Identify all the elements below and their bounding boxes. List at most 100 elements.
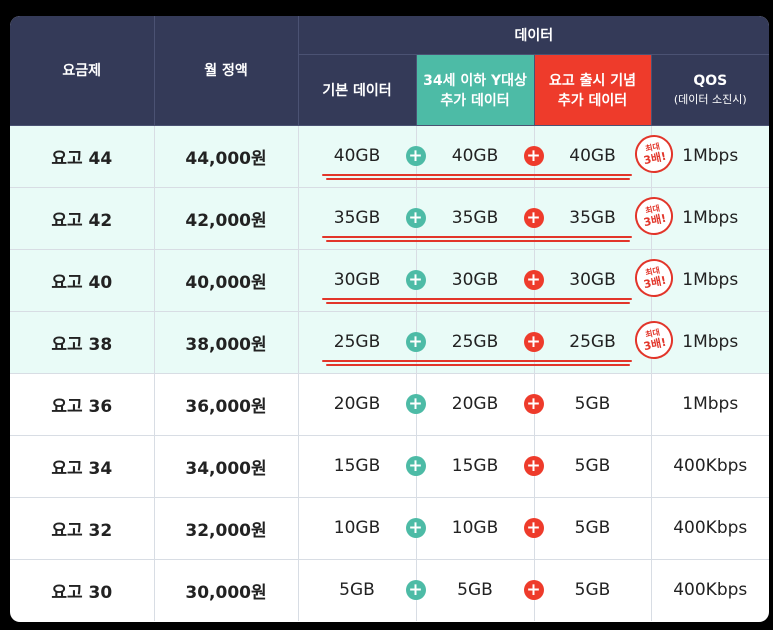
launch-data-value: 30GB [569, 270, 616, 290]
plan-price: 30,000원 [154, 559, 299, 621]
qos-value: 400Kbps [651, 435, 769, 498]
plus-icon: + [523, 208, 544, 228]
plus-icon: + [405, 580, 426, 600]
basic-data-value: 40GB [333, 146, 381, 166]
header-youth-data: 34세 이하 Y대상 추가 데이터 [416, 54, 535, 126]
youth-data-value: 5GB [457, 580, 493, 600]
plan-row: 요고 44 44,000원 40GB + 40GB + 40GB 최대 3배! 1… [10, 125, 769, 188]
basic-data-cell: 40GB + [298, 125, 426, 188]
launch-data-cell: 30GB 최대 3배! [534, 249, 677, 312]
youth-data-cell: 20GB + [416, 373, 544, 436]
basic-data-value: 15GB [333, 456, 381, 476]
youth-data-cell: 15GB + [416, 435, 544, 498]
launch-data-value: 35GB [569, 208, 616, 228]
plan-name: 요고 34 [10, 435, 155, 498]
launch-data-value: 5GB [574, 394, 611, 414]
basic-data-cell: 20GB + [298, 373, 426, 436]
plan-row: 요고 42 42,000원 35GB + 35GB + 35GB 최대 3배! 1… [10, 187, 769, 250]
plus-icon: + [523, 332, 544, 352]
plan-row: 요고 36 36,000원 20GB + 20GB + 5GB 1Mbps [10, 373, 769, 436]
plan-row: 요고 30 30,000원 5GB + 5GB + 5GB 400Kbps [10, 559, 769, 621]
plan-price: 34,000원 [154, 435, 299, 498]
header-qos: QOS (데이터 소진시) [651, 54, 769, 126]
launch-data-value: 5GB [574, 518, 611, 538]
youth-data-cell: 35GB + [416, 187, 544, 250]
plus-icon: + [405, 208, 426, 228]
plus-icon: + [405, 518, 426, 538]
youth-data-value: 25GB [451, 332, 499, 352]
plan-price: 36,000원 [154, 373, 299, 436]
youth-data-value: 10GB [451, 518, 499, 538]
launch-data-cell: 40GB 최대 3배! [534, 125, 677, 188]
plus-icon: + [405, 332, 426, 352]
launch-data-value: 25GB [569, 332, 616, 352]
plan-row: 요고 32 32,000원 10GB + 10GB + 5GB 400Kbps [10, 497, 769, 560]
plan-row: 요고 38 38,000원 25GB + 25GB + 25GB 최대 3배! 1… [10, 311, 769, 374]
header-price: 월 정액 [154, 16, 299, 126]
basic-data-cell: 5GB + [298, 559, 426, 621]
plus-icon: + [523, 394, 544, 414]
plus-icon: + [405, 456, 426, 476]
youth-data-value: 15GB [451, 456, 499, 476]
plus-icon: + [523, 518, 544, 538]
plan-price: 32,000원 [154, 497, 299, 560]
basic-data-cell: 30GB + [298, 249, 426, 312]
launch-data-cell: 35GB 최대 3배! [534, 187, 677, 250]
basic-data-value: 25GB [333, 332, 381, 352]
plus-icon: + [523, 146, 544, 166]
basic-data-value: 35GB [333, 208, 381, 228]
basic-data-value: 30GB [333, 270, 381, 290]
basic-data-value: 10GB [333, 518, 381, 538]
youth-data-cell: 30GB + [416, 249, 544, 312]
basic-data-value: 5GB [339, 580, 375, 600]
youth-data-value: 20GB [451, 394, 499, 414]
header-basic-data: 기본 데이터 [298, 54, 417, 126]
youth-data-value: 30GB [451, 270, 499, 290]
header-plan: 요금제 [10, 16, 155, 126]
plan-name: 요고 38 [10, 311, 155, 374]
plan-name: 요고 36 [10, 373, 155, 436]
plan-name: 요고 42 [10, 187, 155, 250]
youth-data-cell: 25GB + [416, 311, 544, 374]
qos-value: 1Mbps [651, 125, 769, 188]
youth-data-value: 40GB [451, 146, 499, 166]
plan-name: 요고 44 [10, 125, 155, 188]
plan-name: 요고 32 [10, 497, 155, 560]
plus-icon: + [523, 456, 544, 476]
basic-data-value: 20GB [333, 394, 381, 414]
plus-icon: + [405, 270, 426, 290]
header-launch-data: 요고 출시 기념 추가 데이터 [534, 54, 652, 126]
plus-icon: + [405, 146, 426, 166]
youth-data-cell: 5GB + [416, 559, 544, 621]
launch-data-value: 40GB [569, 146, 616, 166]
basic-data-cell: 25GB + [298, 311, 426, 374]
plan-row: 요고 40 40,000원 30GB + 30GB + 30GB 최대 3배! 1… [10, 249, 769, 312]
youth-data-value: 35GB [451, 208, 499, 228]
plan-price: 44,000원 [154, 125, 299, 188]
plan-name: 요고 30 [10, 559, 155, 621]
basic-data-cell: 35GB + [298, 187, 426, 250]
launch-data-cell: 5GB [534, 559, 652, 621]
qos-value: 400Kbps [651, 497, 769, 560]
qos-value: 400Kbps [673, 580, 748, 600]
plus-icon: + [405, 394, 426, 414]
plan-price: 42,000원 [154, 187, 299, 250]
basic-data-cell: 10GB + [298, 497, 426, 560]
plus-icon: + [523, 580, 544, 600]
launch-data-cell: 5GB [534, 497, 652, 560]
header-data-group: 데이터 [298, 16, 769, 55]
plan-price: 40,000원 [154, 249, 299, 312]
launch-data-cell: 5GB [534, 373, 652, 436]
plan-price: 38,000원 [154, 311, 299, 374]
plan-name: 요고 40 [10, 249, 155, 312]
plan-row: 요고 34 34,000원 15GB + 15GB + 5GB 400Kbps [10, 435, 769, 498]
launch-data-cell: 25GB 최대 3배! [534, 311, 677, 374]
youth-data-cell: 10GB + [416, 497, 544, 560]
plan-table: 요금제 월 정액 데이터 기본 데이터 34세 이하 Y대상 추가 데이터 요고 … [10, 16, 769, 621]
plus-icon: + [523, 270, 544, 290]
basic-data-cell: 15GB + [298, 435, 426, 498]
qos-value: 1Mbps [651, 373, 769, 436]
youth-data-cell: 40GB + [416, 125, 544, 188]
launch-data-cell: 5GB [534, 435, 652, 498]
launch-data-value: 5GB [574, 456, 611, 476]
